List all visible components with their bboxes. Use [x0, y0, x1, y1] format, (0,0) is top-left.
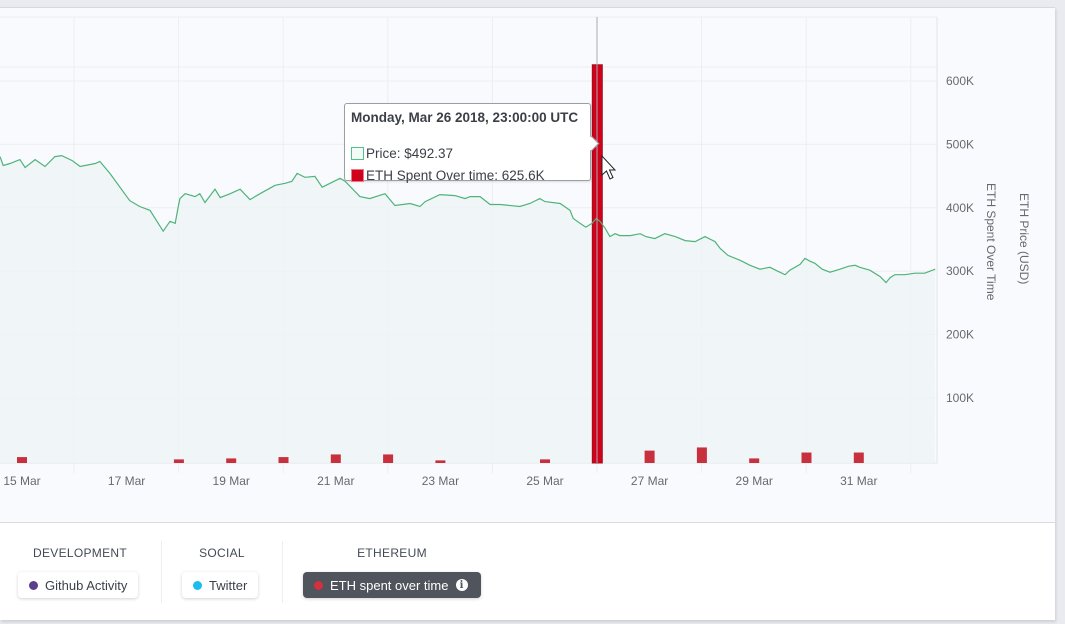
info-icon[interactable]: i	[455, 579, 468, 591]
group-title: DEVELOPMENT	[33, 546, 127, 560]
group-title: ETHEREUM	[357, 546, 427, 560]
eth-spent-bar	[383, 454, 394, 463]
price-area	[0, 155, 936, 463]
y-tick-label: 200K	[946, 328, 974, 342]
x-tick-label: 23 Mar	[422, 474, 459, 488]
x-tick-label: 15 Mar	[3, 474, 40, 488]
chip-label: ETH spent over time	[330, 577, 449, 593]
x-tick-label: 25 Mar	[526, 474, 563, 488]
y1-axis-title: ETH Spent Over Time	[984, 183, 998, 301]
eth-spent-bar	[17, 457, 27, 463]
chip-label: Twitter	[209, 577, 248, 593]
y-tick-label: 600K	[946, 74, 974, 88]
x-tick-label: 27 Mar	[631, 474, 668, 488]
divider	[282, 541, 283, 603]
eth-spent-bar	[801, 452, 812, 463]
group-development: DEVELOPMENT	[18, 546, 142, 560]
github-activity-dot-icon	[29, 580, 38, 590]
eth-swatch-icon	[351, 169, 364, 182]
eth-spent-bar	[644, 450, 655, 463]
y-tick-label: 500K	[946, 137, 974, 151]
divider	[161, 541, 162, 603]
y-tick-label: 300K	[946, 264, 974, 278]
y-tick-label: 100K	[946, 391, 974, 405]
x-tick-label: 31 Mar	[840, 474, 877, 488]
eth-spent-bar	[540, 459, 550, 463]
eth-spent-bar	[278, 457, 289, 463]
eth-spent-bar	[173, 459, 184, 463]
chart-tooltip: Monday, Mar 26 2018, 23:00:00 UTC Price:…	[344, 103, 600, 183]
x-tick-label: 19 Mar	[213, 474, 250, 488]
tooltip-price: Price: $492.37	[366, 146, 454, 161]
tooltip-eth: ETH Spent Over time: 625.6K	[366, 168, 545, 183]
y2-axis-title: ETH Price (USD)	[1017, 193, 1031, 284]
tooltip-price-row: Price: $492.37	[351, 146, 453, 161]
eth-spent-bar	[853, 452, 864, 463]
chip-label: Github Activity	[45, 577, 128, 593]
price-swatch-icon	[351, 147, 364, 160]
tooltip-eth-row: ETH Spent Over time: 625.6K	[351, 168, 545, 183]
group-social: SOCIAL	[182, 546, 262, 560]
eth-price-chart[interactable]: 15 Mar 17 Mar 19 Mar 21 Mar 23 Mar 25 Mar 27 M…	[0, 0, 1065, 523]
eth-spent-bar	[226, 458, 237, 463]
x-tick-label: 29 Mar	[736, 474, 773, 488]
group-title: SOCIAL	[199, 546, 245, 560]
eth-spent-bar	[696, 447, 707, 463]
eth-spent-bar	[749, 458, 760, 463]
eth-spent-chip[interactable]: ETH spent over time i	[303, 572, 481, 598]
x-tick-label: 21 Mar	[317, 474, 354, 488]
cursor-icon	[601, 154, 617, 180]
group-ethereum: ETHEREUM	[303, 546, 481, 560]
twitter-dot-icon	[193, 580, 202, 590]
x-tick-label: 17 Mar	[108, 474, 145, 488]
price-line	[0, 154, 936, 284]
eth-spent-bar	[330, 454, 341, 463]
eth-spent-bar	[435, 460, 446, 463]
github-activity-chip[interactable]: Github Activity	[18, 572, 139, 598]
tooltip-title: Monday, Mar 26 2018, 23:00:00 UTC	[351, 110, 579, 125]
y-tick-label: 400K	[946, 201, 974, 215]
twitter-chip[interactable]: Twitter	[182, 572, 259, 598]
eth-spent-dot-icon	[314, 580, 323, 590]
